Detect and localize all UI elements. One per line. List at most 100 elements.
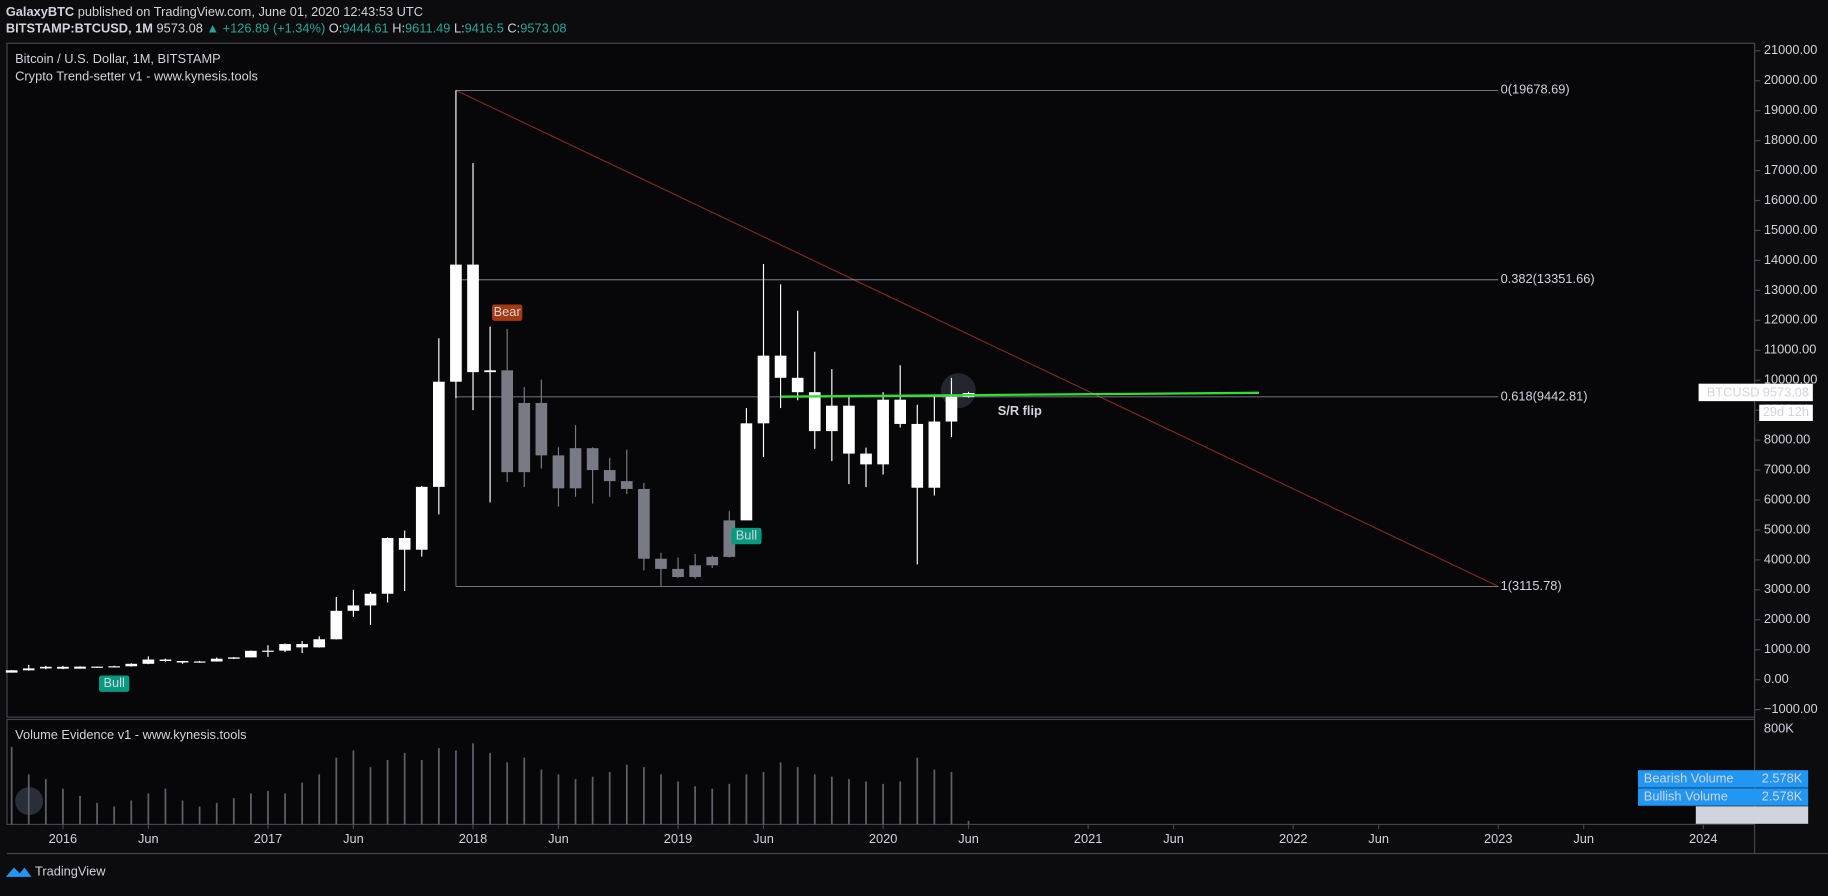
y-tick-label: 800K xyxy=(1764,720,1794,735)
candle-body xyxy=(245,650,257,658)
y-tick-label: 5000.00 xyxy=(1764,521,1810,536)
candle-body xyxy=(450,264,462,382)
volume-bar xyxy=(284,793,286,825)
volume-legend-value: 2.578K xyxy=(1762,788,1803,803)
volume-bar xyxy=(643,767,645,825)
x-tick-label: Jun xyxy=(1573,831,1594,846)
volume-bar xyxy=(335,757,338,825)
candle-body xyxy=(723,520,736,557)
volume-bar xyxy=(899,781,902,825)
y-tick-label: 15000.00 xyxy=(1764,222,1817,237)
volume-bar xyxy=(181,800,184,825)
candle-body xyxy=(91,666,103,668)
volume-bar xyxy=(198,806,201,825)
candle-body xyxy=(911,423,924,488)
price-tag-bg xyxy=(1698,383,1813,402)
signal-label: Bear xyxy=(494,304,522,319)
x-tick-label: Jun xyxy=(753,831,774,846)
tv-logo xyxy=(5,867,32,877)
y-tick-label: 12000.00 xyxy=(1764,312,1817,327)
volume-bar xyxy=(608,771,611,825)
candle-body xyxy=(296,644,308,648)
volume-bar xyxy=(694,786,697,825)
volume-bar xyxy=(591,776,594,825)
volume-bar xyxy=(848,779,850,825)
y-tick-label: 19000.00 xyxy=(1764,102,1817,117)
ohlc-value: 9444.61 xyxy=(342,21,388,36)
last-price: 9573.08 xyxy=(157,21,203,36)
y-tick-label: 2000.00 xyxy=(1764,611,1810,626)
candle-body xyxy=(860,453,872,465)
x-tick-label: 2018 xyxy=(459,831,488,846)
volume-bar xyxy=(796,767,799,825)
candle-body xyxy=(347,605,360,611)
candle-body xyxy=(552,455,565,489)
candle-body xyxy=(364,593,377,606)
candle-body xyxy=(159,659,172,662)
volume-bar xyxy=(420,760,423,825)
y-tick-label: 13000.00 xyxy=(1764,282,1817,297)
price-pane xyxy=(6,42,1756,718)
y-tick-label: 8000.00 xyxy=(1764,432,1810,447)
candle-body xyxy=(877,399,889,465)
header-line: BITSTAMP:BTCUSD, 1M 9573.08 ▲ +126.89 (+… xyxy=(6,21,567,36)
volume-bar xyxy=(830,776,833,825)
volume-legend-name: Volume xyxy=(1702,806,1745,821)
volume-bar xyxy=(386,760,389,825)
volume-bar xyxy=(10,746,13,825)
candle-body xyxy=(569,448,582,489)
candle-body xyxy=(40,666,52,669)
volume-bar xyxy=(96,802,98,825)
signal-box xyxy=(99,675,130,692)
volume-bar xyxy=(745,774,748,825)
price-tag-symbol: BTCUSD xyxy=(1707,384,1760,399)
x-tick-label: Jun xyxy=(958,831,979,846)
y-tick-label: 17000.00 xyxy=(1764,162,1817,177)
volume-title: Volume Evidence v1 - www.kynesis.tools xyxy=(15,727,246,742)
x-tick-label: Jun xyxy=(1163,831,1184,846)
candle-body xyxy=(894,399,907,424)
y-tick-label: 21000.00 xyxy=(1764,42,1817,57)
candle-body xyxy=(655,558,667,569)
candle-body xyxy=(638,488,650,559)
x-tick-label: 2023 xyxy=(1484,831,1513,846)
volume-legend-bg xyxy=(1637,788,1809,806)
volume-bar xyxy=(79,795,81,825)
published: published on TradingView.com, June 01, 2… xyxy=(78,4,423,19)
x-tick-label: Jun xyxy=(548,831,569,846)
volume-bar xyxy=(916,757,919,825)
candle-body xyxy=(142,659,155,664)
volume-legend-bg xyxy=(1695,806,1809,824)
volume-bar xyxy=(967,820,970,825)
price-tag-value: 9573.08 xyxy=(1763,384,1809,399)
candle-body xyxy=(740,423,753,521)
fib-label: 0.382(13351.66) xyxy=(1501,271,1595,286)
candle-body xyxy=(603,470,616,482)
volume-bar xyxy=(506,762,509,825)
volume-bar xyxy=(660,774,662,825)
x-tick-label: 2016 xyxy=(49,831,78,846)
candle-body xyxy=(125,663,138,667)
candle-body xyxy=(586,448,599,471)
y-tick-label: 7000.00 xyxy=(1764,461,1810,476)
y-tick-label: 3000.00 xyxy=(1764,581,1810,596)
candle-body xyxy=(57,666,69,669)
volume-bar xyxy=(250,793,252,825)
y-tick-label: 4000.00 xyxy=(1764,551,1810,566)
x-tick-label: 2020 xyxy=(869,831,898,846)
sr-line xyxy=(780,391,1260,398)
volume-bar xyxy=(472,743,474,825)
candle-body xyxy=(945,396,958,422)
candle-body xyxy=(262,650,274,652)
publisher: GalaxyBTC xyxy=(6,4,74,19)
signal-label: Bull xyxy=(736,527,757,542)
y-tick-label: −1000.00 xyxy=(1764,701,1818,716)
candle-body xyxy=(826,405,838,432)
y-tick-label: 1000.00 xyxy=(1764,641,1810,656)
volume-bar xyxy=(762,771,765,825)
candle-body xyxy=(774,355,787,378)
candle-body xyxy=(193,661,206,663)
candle-body xyxy=(672,568,684,577)
fib-label: 0.618(9442.81) xyxy=(1501,388,1588,403)
